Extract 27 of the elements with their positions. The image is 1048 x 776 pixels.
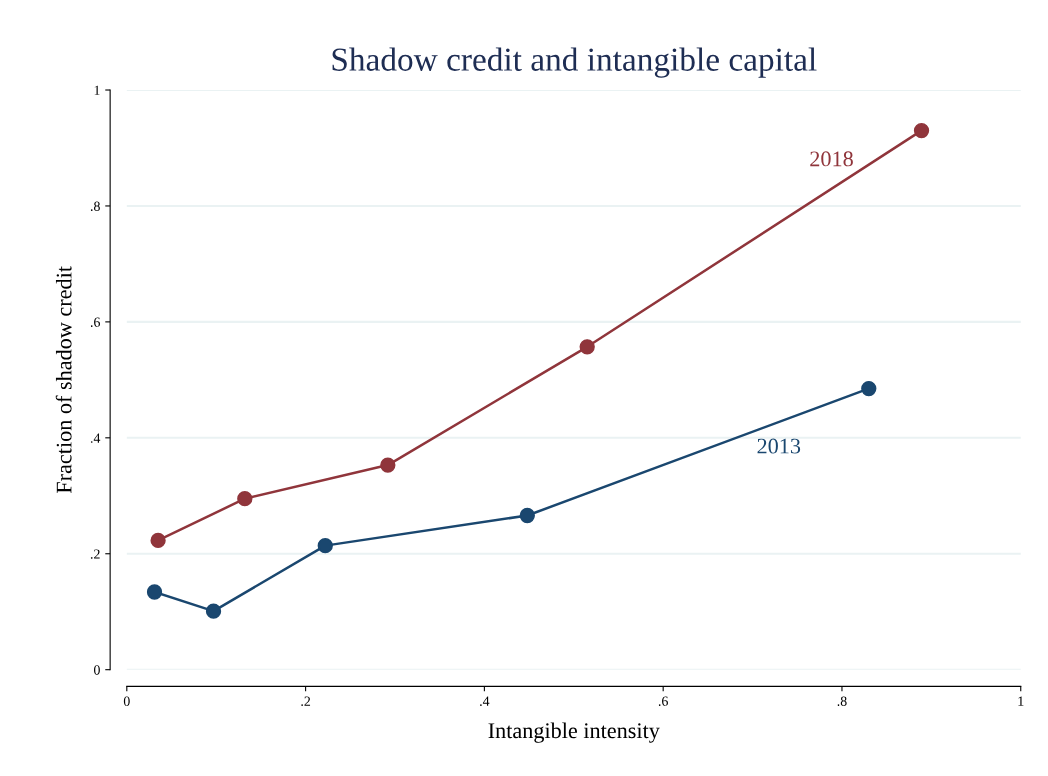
point	[150, 532, 166, 549]
y-tick-label: 0	[94, 665, 100, 675]
y-tick-label: .4	[90, 433, 101, 443]
x-tick-label: .2	[301, 696, 311, 706]
x-axis-title: Intangible intensity	[488, 722, 660, 743]
point	[380, 457, 396, 473]
y-tick-label: 1	[94, 85, 100, 95]
point	[146, 584, 163, 600]
point	[519, 507, 535, 524]
point	[579, 339, 595, 355]
point	[913, 122, 930, 139]
y-tick-label: .2	[90, 549, 100, 559]
x-tick-label: .4	[480, 696, 490, 706]
chart-title: Shadow credit and intangible capital	[332, 47, 817, 78]
point	[861, 380, 877, 397]
y-tick-label: .6	[90, 317, 100, 327]
point	[205, 603, 222, 619]
x-tick-label: .8	[837, 696, 847, 706]
y-tick-label: .8	[90, 201, 100, 211]
x-tick-label: 0	[123, 696, 130, 706]
y-axis-title: Fraction of shadow credit	[55, 266, 72, 494]
point	[237, 491, 253, 507]
series-label: 2013	[757, 438, 801, 454]
series-label: 2018	[810, 151, 853, 167]
x-tick-label: 1	[1018, 696, 1024, 706]
point	[317, 537, 333, 554]
x-tick-label: .6	[658, 696, 668, 706]
